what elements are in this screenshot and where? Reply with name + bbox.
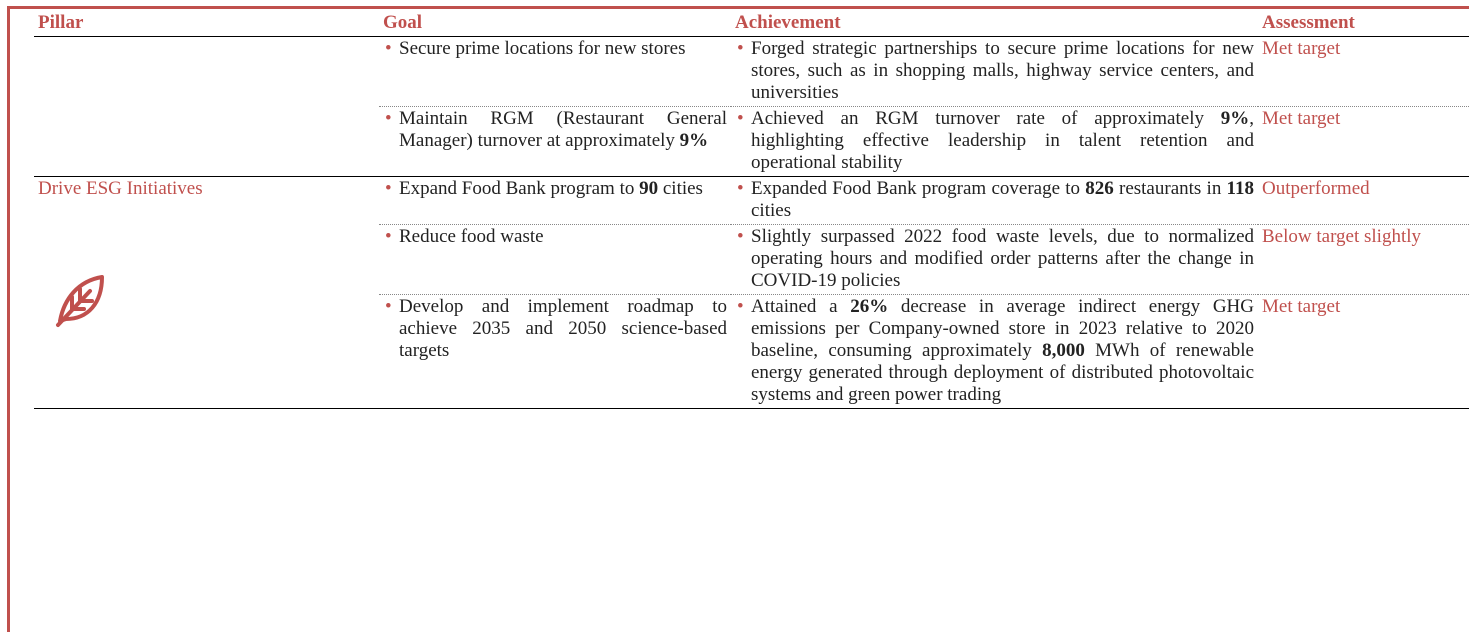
text-run: Forged strategic partnerships to secure … — [751, 38, 1254, 103]
achievement-cell: Achieved an RGM turnover rate of approxi… — [731, 106, 1258, 177]
text-run: Reduce food waste — [399, 226, 544, 247]
text-run: Expand Food Bank program to — [399, 178, 640, 199]
goal-cell: Expand Food Bank program to 90 cities — [379, 176, 731, 225]
bold-run: 8,000 — [1042, 340, 1085, 361]
bullet-item: Reduce food waste — [383, 226, 727, 248]
achievement-cell: Attained a 26% decrease in average indir… — [731, 294, 1258, 409]
table-row: Reduce food waste Slightly surpassed 2022… — [34, 224, 1469, 295]
goal-cell: Secure prime locations for new stores — [379, 36, 731, 107]
text-run: MWh of renewable energy generated throug… — [751, 340, 1254, 405]
text-run: Attained a — [751, 296, 851, 317]
goal-cell: Develop and implement roadmap to achieve… — [379, 294, 731, 409]
table: Pillar Goal Achievement Assessment Secur… — [34, 11, 1469, 409]
text-run: Maintain RGM (Restaurant General Manager… — [399, 108, 727, 151]
bullet-item: Maintain RGM (Restaurant General Manager… — [383, 108, 727, 152]
text-run: cities — [751, 200, 792, 221]
header-row: Pillar Goal Achievement Assessment — [34, 11, 1469, 37]
goal-cell: Reduce food waste — [379, 224, 731, 295]
table-row: Develop and implement roadmap to achieve… — [34, 294, 1469, 409]
assessment-cell: Below target slightly — [1258, 224, 1469, 295]
bullet-item: Forged strategic partnerships to secure … — [735, 38, 1254, 104]
bullet-item: Attained a 26% decrease in average indir… — [735, 296, 1254, 406]
leaf-icon — [56, 275, 104, 327]
table-row: Secure prime locations for new stores For… — [34, 36, 1469, 177]
bullet-item: Develop and implement roadmap to achieve… — [383, 296, 727, 362]
header-cell: Assessment — [1258, 11, 1469, 37]
text-run: cities — [658, 178, 703, 199]
bullet-item: Expanded Food Bank program coverage to 8… — [735, 178, 1254, 222]
bold-run: 826 — [1085, 178, 1114, 199]
bold-run: 26% — [850, 296, 889, 317]
bullet-item: Slightly surpassed 2022 food waste level… — [735, 226, 1254, 292]
goal-cell: Maintain RGM (Restaurant General Manager… — [379, 106, 731, 177]
frame: Pillar Goal Achievement Assessment Secur… — [7, 6, 1469, 632]
assessment-cell: Met target — [1258, 106, 1469, 177]
text-run: Secure prime locations for new stores — [399, 38, 686, 59]
text-run: decrease in average indirect energy GHG … — [751, 296, 1254, 361]
text-run: , highlighting effective leadership in t… — [751, 108, 1254, 173]
header-cell: Pillar — [34, 11, 379, 37]
header-cell: Goal — [379, 11, 731, 37]
table-row: Maintain RGM (Restaurant General Manager… — [34, 106, 1469, 177]
achievement-cell: Forged strategic partnerships to secure … — [731, 36, 1258, 107]
achievement-cell: Slightly surpassed 2022 food waste level… — [731, 224, 1258, 295]
pillar-cell — [34, 36, 379, 177]
text-run: Slightly surpassed 2022 food waste level… — [751, 226, 1254, 291]
bullet-item: Secure prime locations for new stores — [383, 38, 727, 60]
bold-run: 9% — [679, 130, 709, 151]
header-cell: Achievement — [731, 11, 1258, 37]
assessment-cell: Met target — [1258, 294, 1469, 409]
text-run: Achieved an RGM turnover rate of approxi… — [751, 108, 1221, 129]
pillar-name: Drive ESG Initiatives — [38, 178, 203, 199]
assessment-cell: Met target — [1258, 36, 1469, 107]
table-row: Drive ESG Initiatives Expand Food Bank pr… — [34, 176, 1469, 409]
bold-run: 9% — [1220, 108, 1250, 129]
bullet-item: Expand Food Bank program to 90 cities — [383, 178, 727, 200]
bold-run: 118 — [1226, 178, 1254, 199]
text-run: Expanded Food Bank program coverage to — [751, 178, 1086, 199]
assessment-cell: Outperformed — [1258, 176, 1469, 225]
achievement-cell: Expanded Food Bank program coverage to 8… — [731, 176, 1258, 225]
pillar-cell: Drive ESG Initiatives — [34, 176, 379, 409]
bold-run: 90 — [639, 178, 659, 199]
bullet-item: Achieved an RGM turnover rate of approxi… — [735, 108, 1254, 174]
text-run: Develop and implement roadmap to achieve… — [399, 296, 727, 361]
text-run: restaurants in — [1113, 178, 1227, 199]
